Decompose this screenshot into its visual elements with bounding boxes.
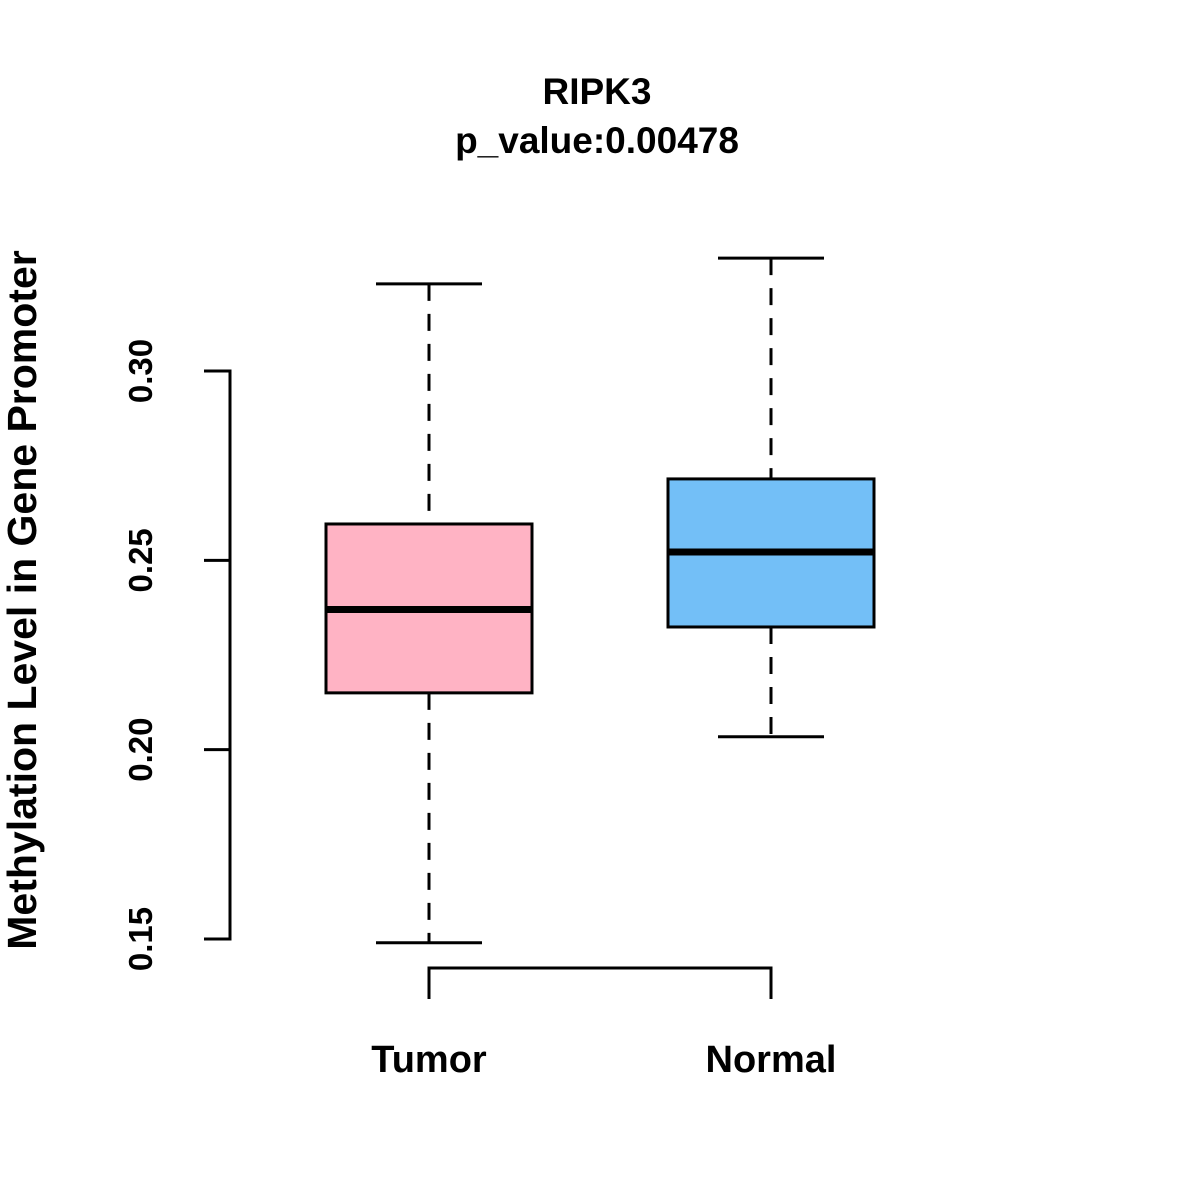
y-axis-tick-label: 0.25 — [122, 528, 159, 592]
chart-subtitle-pvalue: p_value:0.00478 — [455, 120, 739, 161]
x-axis-bracket — [427, 966, 773, 999]
x-axis-label-normal: Normal — [706, 1039, 837, 1081]
x-axis-label-tumor: Tumor — [371, 1039, 487, 1081]
chart-title: RIPK3 — [543, 71, 652, 112]
plot-area: 0.15 0.20 0.25 0.30 Tumor Normal — [122, 256, 876, 1081]
y-axis-tick-label: 0.20 — [122, 718, 159, 782]
y-axis-tick-label: 0.15 — [122, 907, 159, 971]
y-axis-title: Methylation Level in Gene Promoter — [0, 250, 45, 949]
y-axis-tick-label: 0.30 — [122, 339, 159, 403]
